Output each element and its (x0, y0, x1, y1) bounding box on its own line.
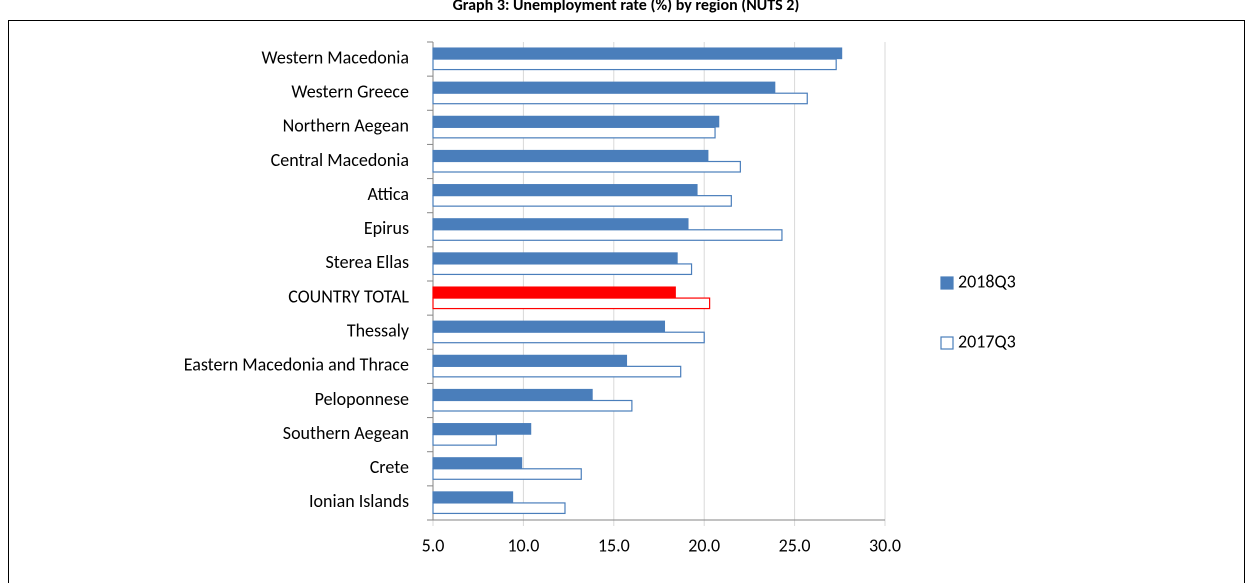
x-tick-label: 15.0 (598, 534, 630, 556)
x-tick-label: 5.0 (422, 534, 445, 556)
bar (432, 263, 693, 276)
bar (432, 58, 837, 71)
bar (432, 457, 523, 469)
bar (432, 126, 716, 139)
legend-swatch (940, 336, 954, 350)
y-tick-label: Crete (370, 456, 409, 478)
bar (432, 399, 633, 412)
y-tick-label: COUNTRY TOTAL (288, 285, 409, 307)
bar (432, 365, 682, 378)
bar (432, 92, 808, 105)
x-tick-label: 25.0 (779, 534, 811, 556)
bar (432, 81, 776, 94)
bar (432, 286, 676, 299)
y-tick-label: Northern Aegean (283, 115, 409, 137)
bar (432, 434, 497, 446)
bar (432, 468, 582, 480)
chart-frame (8, 20, 1245, 583)
chart-title: Graph 3: Unemployment rate (%) by region… (453, 0, 800, 15)
legend-swatch (940, 276, 954, 290)
bar (432, 354, 628, 367)
bar (432, 388, 593, 401)
bar (432, 491, 514, 504)
bar (432, 160, 741, 173)
y-tick-label: Southern Aegean (283, 422, 409, 444)
y-tick-label: Ionian Islands (309, 490, 409, 512)
bar (432, 331, 705, 344)
y-tick-label: Western Greece (291, 81, 409, 103)
bar (432, 502, 566, 515)
legend-label: 2017Q3 (958, 330, 1016, 352)
legend-label: 2018Q3 (958, 270, 1016, 292)
bar (432, 184, 698, 196)
bar (432, 115, 720, 128)
bar (432, 149, 709, 162)
bar (432, 320, 666, 333)
bar (432, 218, 689, 230)
bar (432, 252, 678, 265)
y-tick-label: Sterea Ellas (326, 251, 409, 273)
bar (432, 195, 732, 207)
y-tick-label: Epirus (364, 217, 409, 239)
bar (432, 423, 532, 435)
y-tick-label: Central Macedonia (271, 149, 409, 171)
x-tick-label: 10.0 (507, 534, 539, 556)
y-tick-label: Western Macedonia (262, 46, 409, 68)
bar (432, 47, 843, 60)
y-tick-label: Eastern Macedonia and Thrace (184, 354, 409, 376)
x-tick-label: 20.0 (688, 534, 720, 556)
y-tick-label: Peloponnese (315, 388, 409, 410)
y-tick-label: Thessaly (347, 320, 410, 342)
bar (432, 229, 783, 241)
y-tick-label: Attica (368, 183, 409, 205)
x-tick-label: 30.0 (869, 534, 901, 556)
bar (432, 297, 711, 310)
